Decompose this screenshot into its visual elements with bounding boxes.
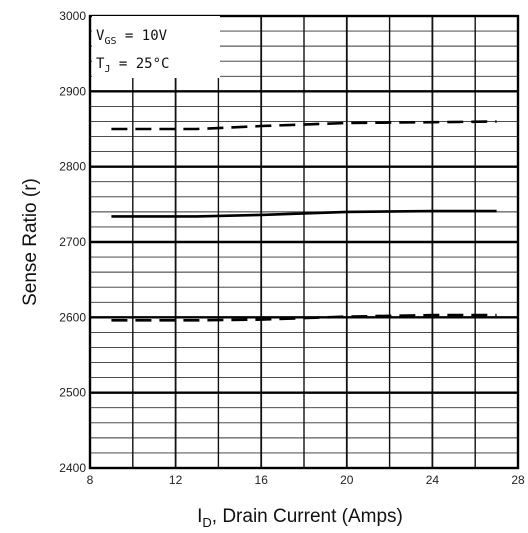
series-line-1: [111, 120, 497, 131]
y-tick-label: 2700: [59, 235, 86, 249]
series-line-2: [111, 209, 497, 218]
annotation-box: [92, 16, 220, 78]
series-line-3: [111, 313, 497, 322]
x-tick-label: 16: [255, 473, 269, 487]
plot-frame: [88, 14, 520, 470]
y-axis-title: Sense Ratio (r): [20, 178, 41, 306]
y-tick-label: 2600: [59, 310, 86, 324]
x-axis-title: ID, Drain Current (Amps): [197, 506, 403, 530]
x-tick-label: 20: [340, 473, 354, 487]
y-tick-label: 2900: [59, 84, 86, 98]
x-tick-label: 24: [426, 473, 440, 487]
plot-border: [88, 14, 520, 470]
annotation-tj: TJ = 25°C: [96, 56, 169, 75]
y-tick-label: 2500: [59, 386, 86, 400]
y-tick-label: 3000: [59, 9, 86, 23]
y-tick-labels: 2400 2500 2600 2700 2800 2900 3000: [59, 9, 86, 475]
annotation-vgs: VGS = 10V: [96, 28, 168, 47]
y-tick-label: 2400: [59, 461, 86, 475]
x-tick-labels: 8 12 16 20 24 28: [87, 473, 525, 487]
x-tick-label: 12: [169, 473, 183, 487]
major-grid: [90, 16, 518, 468]
series-layer: [111, 120, 497, 322]
x-tick-label: 8: [87, 473, 94, 487]
x-tick-label: 28: [511, 473, 525, 487]
y-tick-label: 2800: [59, 160, 86, 174]
